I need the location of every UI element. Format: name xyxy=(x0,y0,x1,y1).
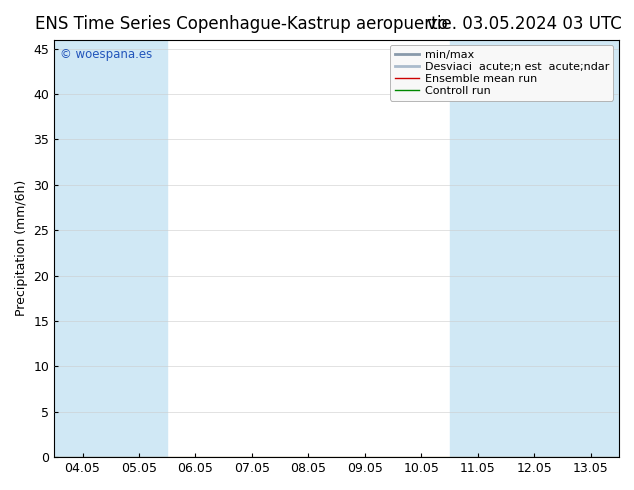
Text: © woespana.es: © woespana.es xyxy=(60,48,152,61)
Bar xyxy=(450,40,506,457)
Bar xyxy=(506,40,562,457)
Text: ENS Time Series Copenhague-Kastrup aeropuerto: ENS Time Series Copenhague-Kastrup aerop… xyxy=(34,15,448,33)
Legend: min/max, Desviaci  acute;n est  acute;ndar, Ensemble mean run, Controll run: min/max, Desviaci acute;n est acute;ndar… xyxy=(390,45,614,100)
Bar xyxy=(55,40,111,457)
Bar xyxy=(562,40,619,457)
Bar xyxy=(111,40,167,457)
Text: vie. 03.05.2024 03 UTC: vie. 03.05.2024 03 UTC xyxy=(427,15,621,33)
Y-axis label: Precipitation (mm/6h): Precipitation (mm/6h) xyxy=(15,180,28,317)
